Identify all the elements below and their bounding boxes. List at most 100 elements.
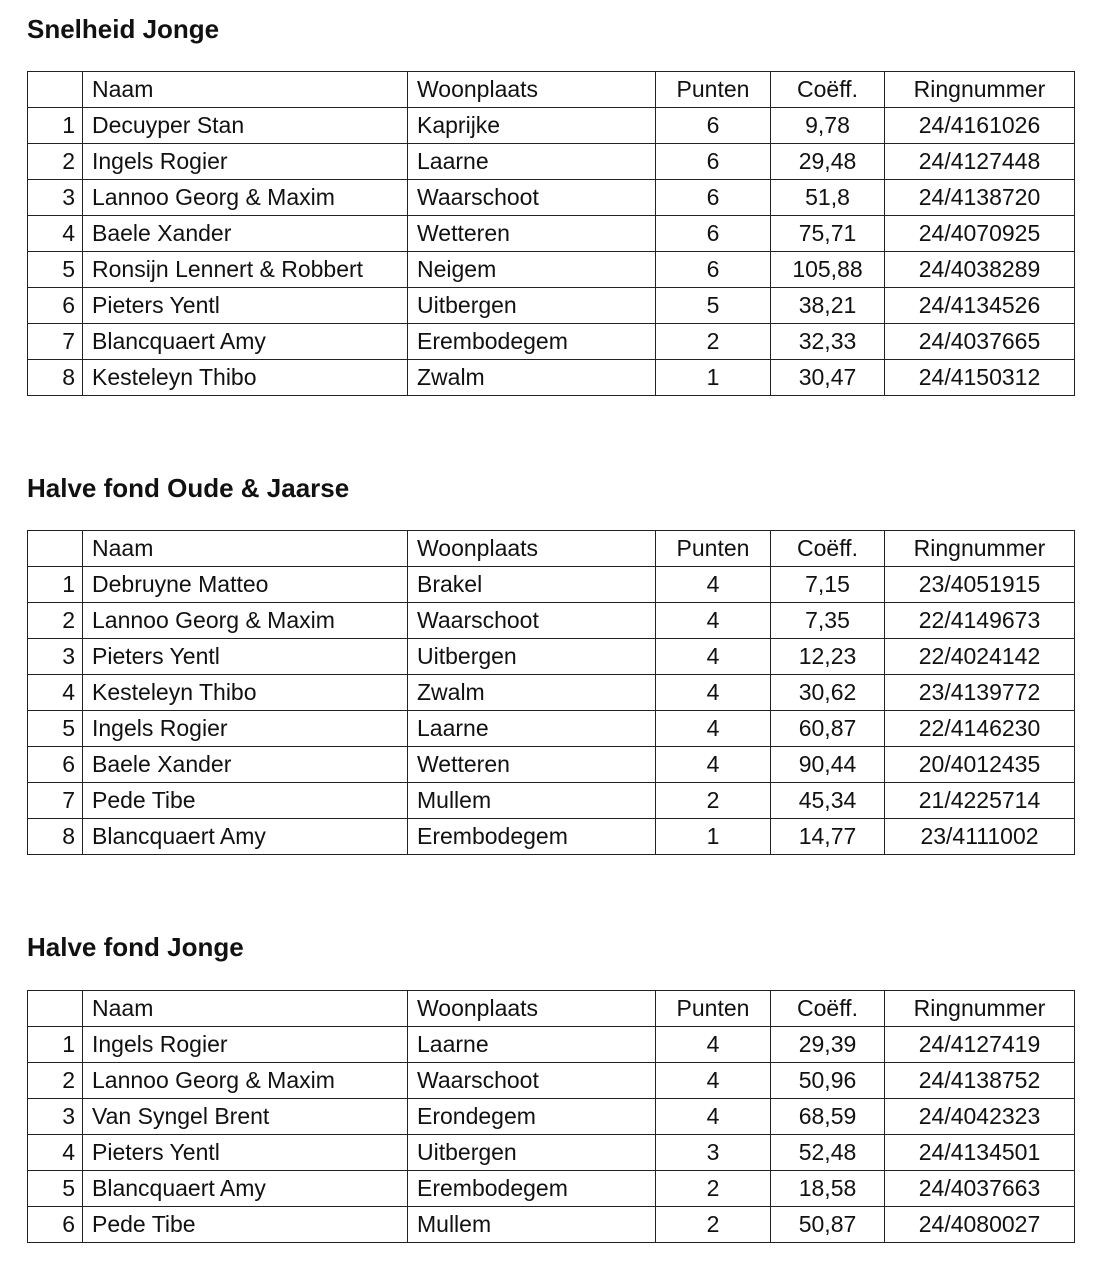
cell-name: Lannoo Georg & Maxim bbox=[82, 179, 408, 216]
cell-name: Ingels Rogier bbox=[82, 143, 408, 180]
header-residence: Woonplaats bbox=[407, 71, 656, 108]
table-row: 4 Baele Xander Wetteren 6 75,71 24/4070925 bbox=[27, 215, 1075, 252]
table-row: 3 Lannoo Georg & Maxim Waarschoot 6 51,8 24/4… bbox=[27, 179, 1075, 216]
table-row: 6 Pieters Yentl Uitbergen 5 38,21 24/4134526 bbox=[27, 287, 1075, 324]
cell-residence: Waarschoot bbox=[407, 602, 656, 639]
cell-name: Pede Tibe bbox=[82, 782, 408, 819]
header-residence: Woonplaats bbox=[407, 990, 656, 1027]
cell-ring-number: 24/4070925 bbox=[884, 215, 1075, 252]
table-row: 4 Pieters Yentl Uitbergen 3 52,48 24/4134501 bbox=[27, 1134, 1075, 1171]
cell-residence: Erembodegem bbox=[407, 1170, 656, 1207]
table-row: 5 Blancquaert Amy Erembodegem 2 18,58 24/4037… bbox=[27, 1170, 1075, 1207]
cell-name: Debruyne Matteo bbox=[82, 566, 408, 603]
header-name: Naam bbox=[82, 530, 408, 567]
cell-rank: 8 bbox=[27, 359, 83, 396]
cell-residence: Uitbergen bbox=[407, 287, 656, 324]
cell-rank: 2 bbox=[27, 1062, 83, 1099]
cell-residence: Laarne bbox=[407, 143, 656, 180]
header-coefficient: Coëff. bbox=[770, 530, 885, 567]
cell-residence: Wetteren bbox=[407, 215, 656, 252]
cell-ring-number: 21/4225714 bbox=[884, 782, 1075, 819]
cell-name: Lannoo Georg & Maxim bbox=[82, 602, 408, 639]
cell-coefficient: 14,77 bbox=[770, 818, 885, 855]
cell-points: 4 bbox=[655, 746, 771, 783]
cell-rank: 1 bbox=[27, 1026, 83, 1063]
header-rank bbox=[27, 530, 83, 567]
cell-rank: 7 bbox=[27, 323, 83, 360]
table-row: 2 Lannoo Georg & Maxim Waarschoot 4 50,96 24/… bbox=[27, 1062, 1075, 1099]
header-ring-number: Ringnummer bbox=[884, 530, 1075, 567]
cell-residence: Mullem bbox=[407, 782, 656, 819]
cell-coefficient: 50,96 bbox=[770, 1062, 885, 1099]
section-title: Halve fond Jonge bbox=[27, 932, 244, 962]
cell-points: 4 bbox=[655, 674, 771, 711]
header-points: Punten bbox=[655, 990, 771, 1027]
table-row: 2 Ingels Rogier Laarne 6 29,48 24/4127448 bbox=[27, 143, 1075, 180]
cell-residence: Erembodegem bbox=[407, 323, 656, 360]
table-row: 5 Ingels Rogier Laarne 4 60,87 22/4146230 bbox=[27, 710, 1075, 747]
cell-ring-number: 24/4138720 bbox=[884, 179, 1075, 216]
table-row: 2 Lannoo Georg & Maxim Waarschoot 4 7,35 22/4… bbox=[27, 602, 1075, 639]
cell-name: Decuyper Stan bbox=[82, 107, 408, 144]
cell-ring-number: 24/4134501 bbox=[884, 1134, 1075, 1171]
cell-coefficient: 52,48 bbox=[770, 1134, 885, 1171]
cell-points: 4 bbox=[655, 1062, 771, 1099]
cell-rank: 3 bbox=[27, 1098, 83, 1135]
cell-residence: Laarne bbox=[407, 710, 656, 747]
table-row: 7 Blancquaert Amy Erembodegem 2 32,33 24/4037… bbox=[27, 323, 1075, 360]
cell-points: 6 bbox=[655, 179, 771, 216]
cell-ring-number: 24/4127419 bbox=[884, 1026, 1075, 1063]
cell-coefficient: 51,8 bbox=[770, 179, 885, 216]
header-coefficient: Coëff. bbox=[770, 990, 885, 1027]
cell-residence: Wetteren bbox=[407, 746, 656, 783]
cell-points: 1 bbox=[655, 359, 771, 396]
cell-name: Lannoo Georg & Maxim bbox=[82, 1062, 408, 1099]
cell-points: 2 bbox=[655, 323, 771, 360]
cell-coefficient: 18,58 bbox=[770, 1170, 885, 1207]
cell-rank: 3 bbox=[27, 638, 83, 675]
cell-points: 3 bbox=[655, 1134, 771, 1171]
results-table: Naam Woonplaats Punten Coëff. Ringnummer 1 Ing… bbox=[27, 990, 1075, 1243]
cell-points: 1 bbox=[655, 818, 771, 855]
table-row: 1 Ingels Rogier Laarne 4 29,39 24/4127419 bbox=[27, 1026, 1075, 1063]
cell-name: Blancquaert Amy bbox=[82, 1170, 408, 1207]
header-residence: Woonplaats bbox=[407, 530, 656, 567]
cell-residence: Uitbergen bbox=[407, 1134, 656, 1171]
cell-points: 2 bbox=[655, 782, 771, 819]
cell-name: Ronsijn Lennert & Robbert bbox=[82, 251, 408, 288]
cell-name: Pieters Yentl bbox=[82, 287, 408, 324]
header-row: Naam Woonplaats Punten Coëff. Ringnummer bbox=[27, 990, 1075, 1027]
cell-ring-number: 22/4024142 bbox=[884, 638, 1075, 675]
cell-coefficient: 45,34 bbox=[770, 782, 885, 819]
results-table: Naam Woonplaats Punten Coëff. Ringnummer 1 Dec… bbox=[27, 71, 1075, 396]
cell-coefficient: 12,23 bbox=[770, 638, 885, 675]
cell-rank: 5 bbox=[27, 251, 83, 288]
cell-rank: 4 bbox=[27, 1134, 83, 1171]
header-row: Naam Woonplaats Punten Coëff. Ringnummer bbox=[27, 530, 1075, 567]
cell-residence: Laarne bbox=[407, 1026, 656, 1063]
cell-points: 6 bbox=[655, 251, 771, 288]
cell-coefficient: 30,47 bbox=[770, 359, 885, 396]
cell-coefficient: 29,39 bbox=[770, 1026, 885, 1063]
header-name: Naam bbox=[82, 71, 408, 108]
header-rank bbox=[27, 990, 83, 1027]
cell-residence: Uitbergen bbox=[407, 638, 656, 675]
cell-coefficient: 75,71 bbox=[770, 215, 885, 252]
cell-coefficient: 7,15 bbox=[770, 566, 885, 603]
cell-ring-number: 24/4150312 bbox=[884, 359, 1075, 396]
cell-ring-number: 24/4134526 bbox=[884, 287, 1075, 324]
cell-coefficient: 32,33 bbox=[770, 323, 885, 360]
cell-residence: Brakel bbox=[407, 566, 656, 603]
table-row: 7 Pede Tibe Mullem 2 45,34 21/4225714 bbox=[27, 782, 1075, 819]
cell-ring-number: 24/4080027 bbox=[884, 1206, 1075, 1243]
cell-residence: Erondegem bbox=[407, 1098, 656, 1135]
cell-ring-number: 22/4146230 bbox=[884, 710, 1075, 747]
cell-ring-number: 23/4111002 bbox=[884, 818, 1075, 855]
table-row: 1 Debruyne Matteo Brakel 4 7,15 23/4051915 bbox=[27, 566, 1075, 603]
table-row: 8 Kesteleyn Thibo Zwalm 1 30,47 24/4150312 bbox=[27, 359, 1075, 396]
cell-name: Kesteleyn Thibo bbox=[82, 359, 408, 396]
cell-coefficient: 50,87 bbox=[770, 1206, 885, 1243]
cell-ring-number: 24/4127448 bbox=[884, 143, 1075, 180]
table-row: 1 Decuyper Stan Kaprijke 6 9,78 24/4161026 bbox=[27, 107, 1075, 144]
cell-coefficient: 90,44 bbox=[770, 746, 885, 783]
